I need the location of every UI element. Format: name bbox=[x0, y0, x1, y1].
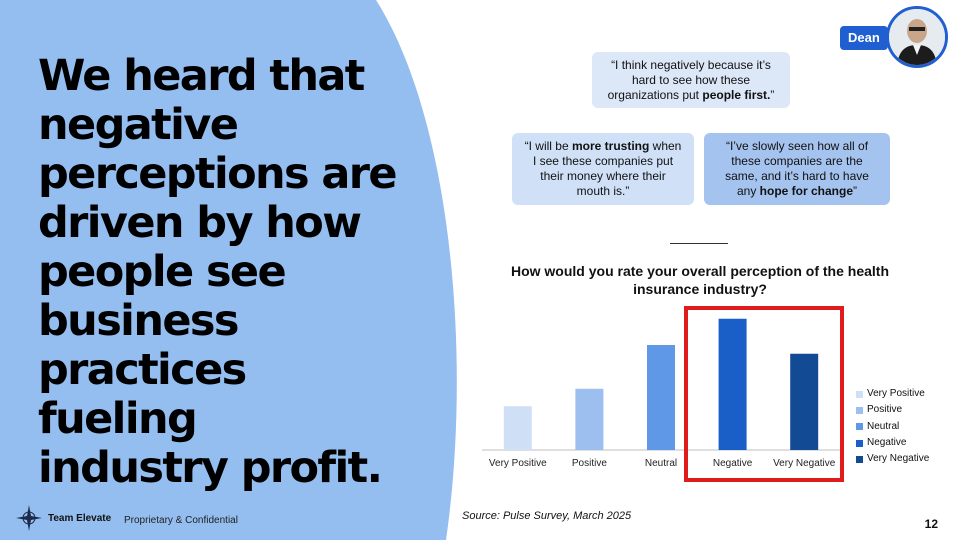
quote-bubble-people-first: “I think negatively because it’s hard to… bbox=[592, 52, 790, 108]
legend-swatch bbox=[856, 455, 863, 463]
page-number: 12 bbox=[924, 517, 938, 531]
bar-negative bbox=[718, 318, 747, 450]
headline: We heard that negative perceptions are d… bbox=[38, 51, 398, 493]
legend-swatch bbox=[856, 406, 863, 414]
legend-item: Negative bbox=[856, 435, 929, 451]
bar-chart: Very Positive Positive Neutral Negative Very… bbox=[482, 318, 840, 469]
legend-item: Neutral bbox=[856, 419, 929, 435]
legend-item: Very Negative bbox=[856, 451, 929, 467]
team-name: Team Elevate bbox=[48, 512, 112, 524]
bar-very-negative bbox=[790, 353, 819, 450]
persona-badge: Dean bbox=[840, 6, 948, 68]
legend-label: Very Positive bbox=[867, 388, 925, 399]
x-tick-label: Very Positive bbox=[489, 458, 547, 469]
legend-item: Positive bbox=[856, 402, 929, 418]
x-tick-label: Negative bbox=[713, 458, 753, 469]
source-note: Source: Pulse Survey, March 2025 bbox=[462, 510, 632, 522]
avatar bbox=[886, 6, 948, 68]
quote-bubble-more-trusting: “I will be more trusting when I see thes… bbox=[512, 133, 694, 205]
bar-positive bbox=[575, 388, 604, 450]
bar-very-positive bbox=[503, 406, 532, 450]
confidential-label: Proprietary & Confidential bbox=[124, 515, 238, 526]
bar-neutral bbox=[647, 345, 675, 450]
chart-legend: Very Positive Positive Neutral Negative Very… bbox=[856, 386, 929, 467]
chart-title: How would you rate your overall percepti… bbox=[510, 263, 890, 297]
compass-icon bbox=[16, 505, 42, 531]
legend-swatch bbox=[856, 439, 863, 447]
legend-item: Very Positive bbox=[856, 386, 929, 402]
highlight-box bbox=[684, 306, 844, 482]
x-tick-label: Neutral bbox=[645, 458, 677, 469]
legend-label: Negative bbox=[867, 436, 907, 448]
persona-name: Dean bbox=[840, 26, 888, 50]
legend-label: Neutral bbox=[867, 420, 900, 432]
legend-label: Very Negative bbox=[867, 453, 930, 465]
legend-swatch bbox=[856, 423, 863, 431]
x-tick-label: Positive bbox=[572, 458, 607, 469]
team-logo: Team Elevate bbox=[16, 505, 111, 531]
legend-swatch bbox=[856, 390, 863, 398]
x-tick-label: Very Negative bbox=[773, 458, 836, 469]
legend-label: Positive bbox=[867, 404, 903, 416]
divider bbox=[670, 243, 728, 244]
quote-bubble-hope-for-change: “I’ve slowly seen how all of these compa… bbox=[704, 133, 890, 205]
